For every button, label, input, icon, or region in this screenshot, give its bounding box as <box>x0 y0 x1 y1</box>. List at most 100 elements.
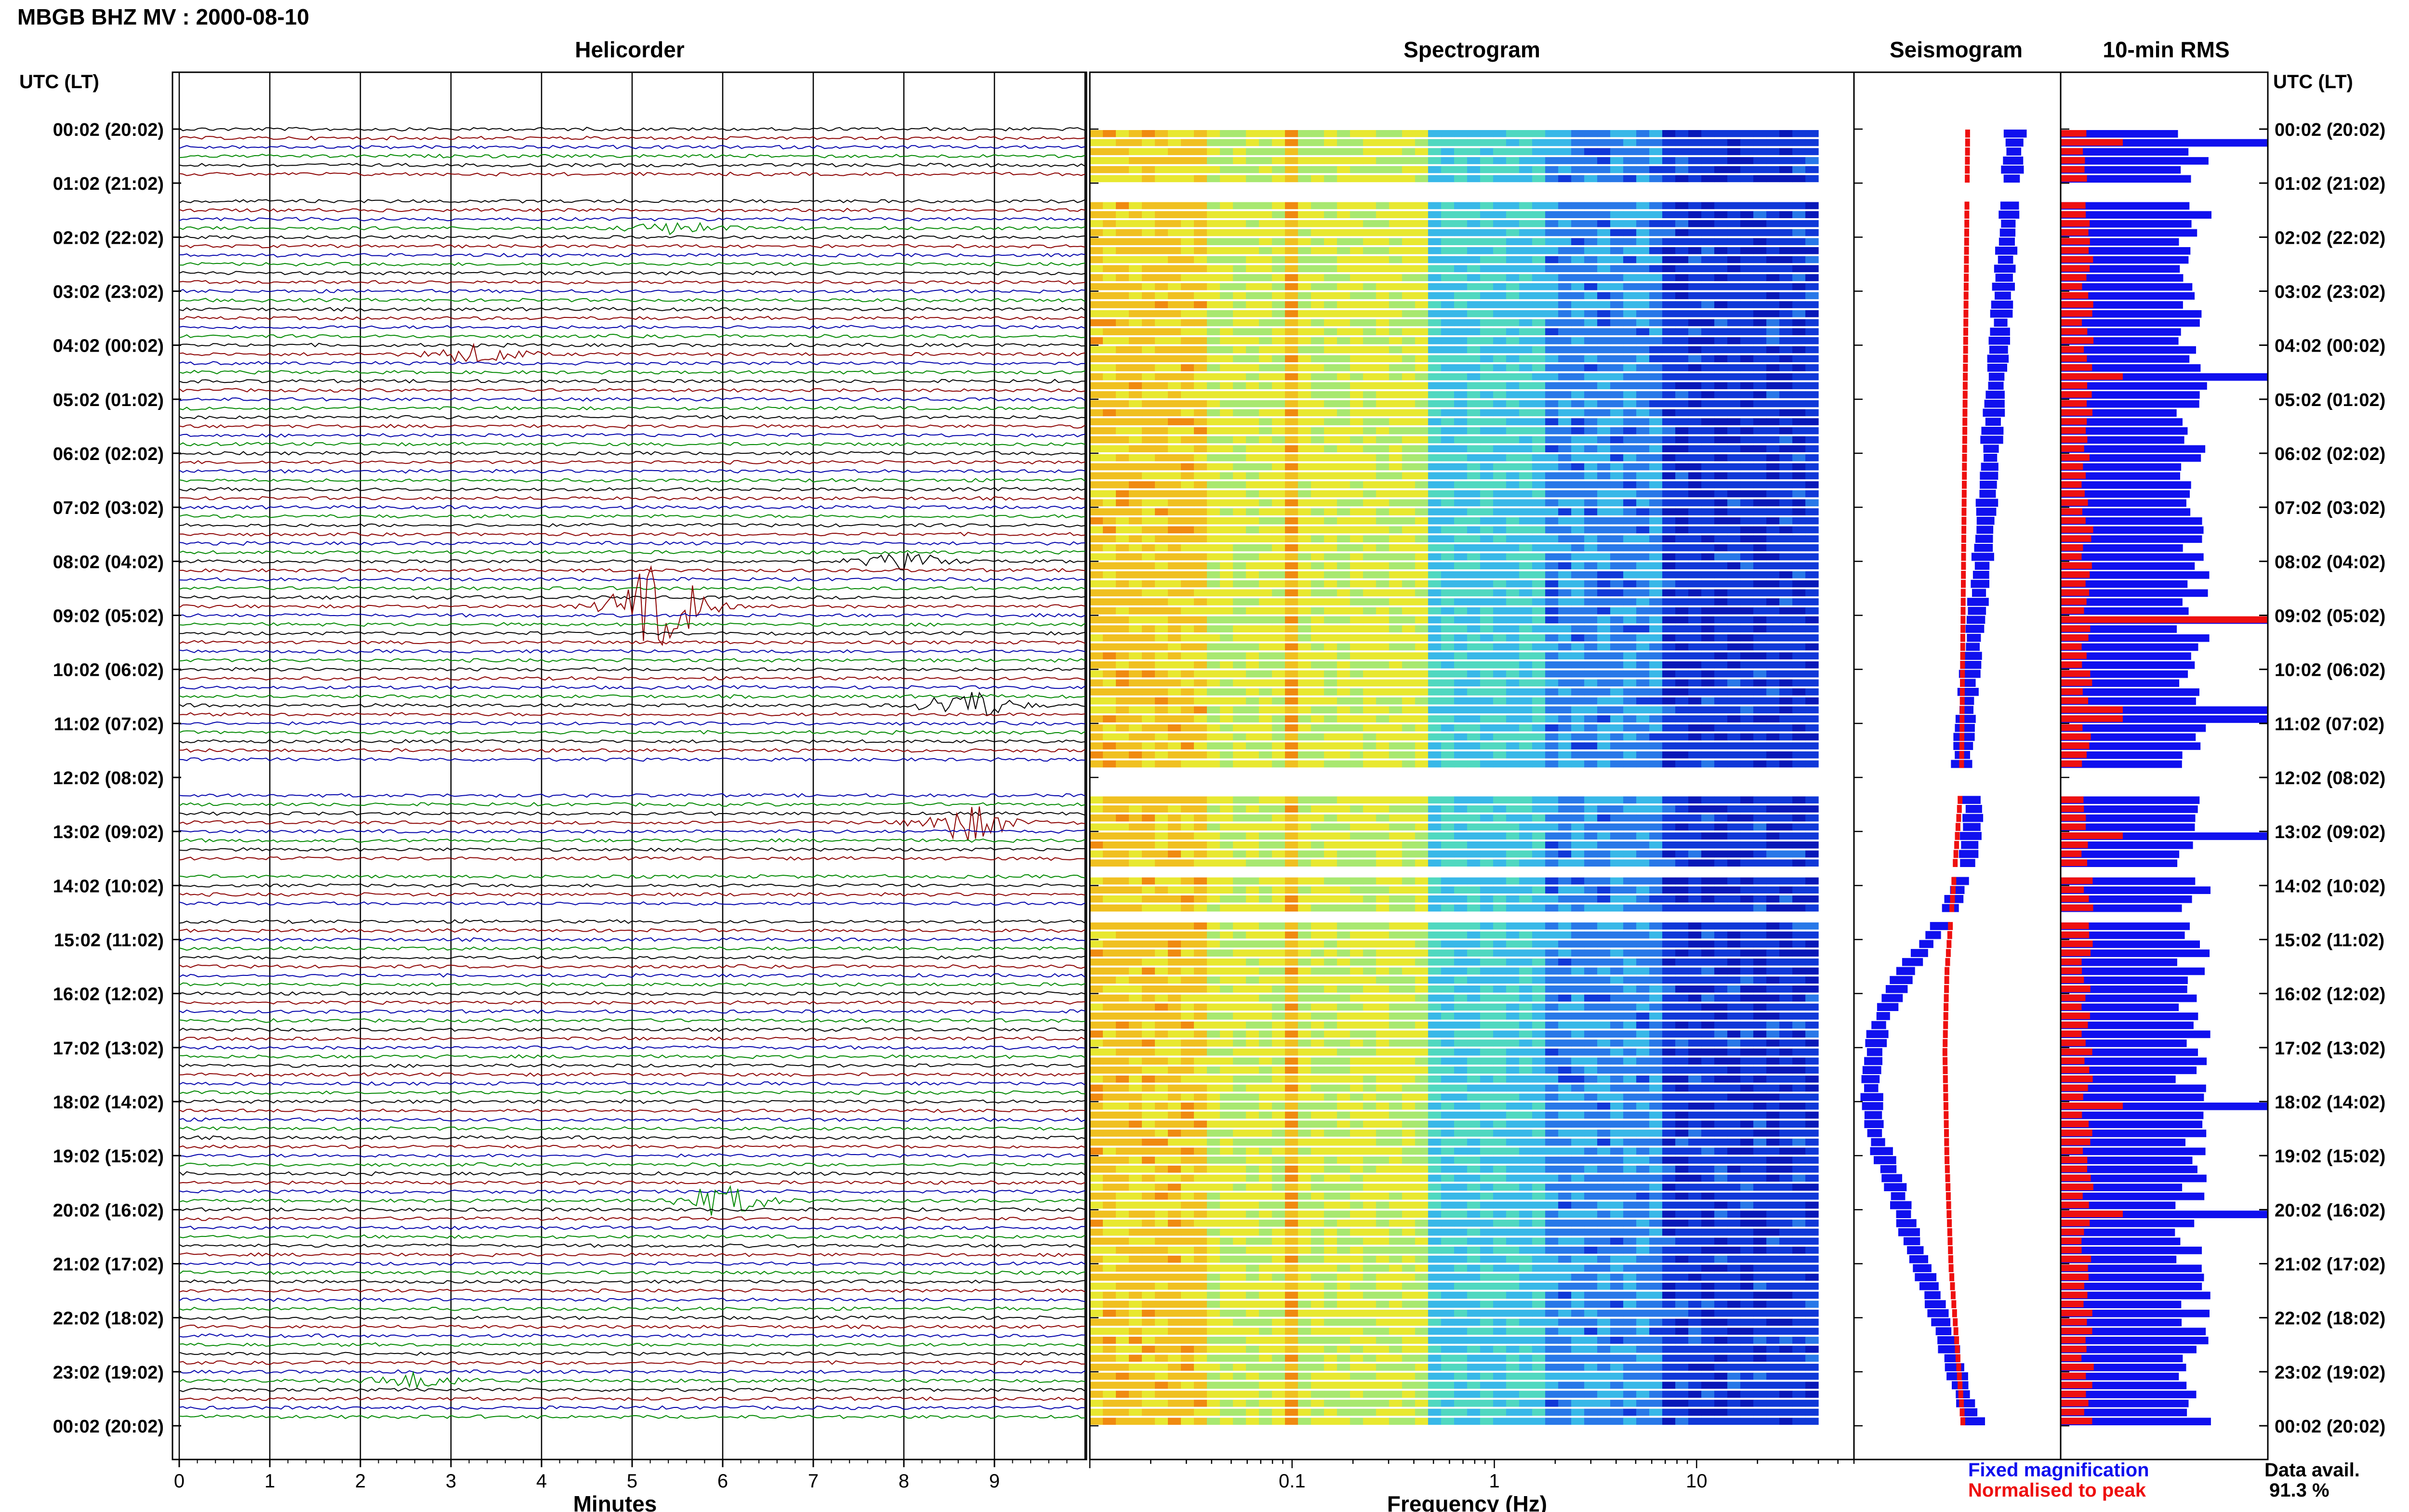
spectrogram-cell <box>1428 319 1442 327</box>
spectrogram-cell <box>1649 418 1663 425</box>
spectrogram-cell <box>1402 814 1416 822</box>
spectrogram-cell <box>1649 940 1663 948</box>
spectrogram-cell <box>1415 895 1429 903</box>
spectrogram-cell <box>1363 607 1377 615</box>
spectrogram-cell <box>1103 688 1116 696</box>
spectrogram-cell <box>1350 364 1363 371</box>
spectrogram-cell <box>1181 805 1194 813</box>
spectrogram-cell <box>1090 283 1103 290</box>
spectrogram-cell <box>1350 373 1363 381</box>
spectrogram-cell <box>1688 364 1702 371</box>
spectrogram-cell <box>1636 904 1650 912</box>
spectrogram-cell <box>1272 328 1285 335</box>
spectrogram-cell <box>1233 508 1246 515</box>
spectrogram-cell <box>1805 139 1819 146</box>
spectrogram-cell <box>1753 166 1767 173</box>
spectrogram-cell <box>1558 130 1572 137</box>
spectrogram-cell <box>1285 751 1298 759</box>
spectrogram-cell <box>1584 463 1598 471</box>
spectrogram-cell <box>1324 940 1337 948</box>
spectrogram-cell <box>1610 211 1624 218</box>
spectrogram-cell <box>1246 481 1259 488</box>
spectrogram-cell <box>1350 625 1363 632</box>
spectrogram-cell <box>1298 544 1311 552</box>
spectrogram-cell <box>1662 625 1676 632</box>
spectrogram-cell <box>1545 796 1559 804</box>
spectrogram-cell <box>1558 418 1572 425</box>
spectrogram-cell <box>1168 391 1181 398</box>
spectrogram-cell <box>1116 571 1129 579</box>
spectrogram-cell <box>1441 382 1455 390</box>
spectrogram-cell <box>1298 355 1311 363</box>
spectrogram-cell <box>1259 661 1272 669</box>
spectrogram-cell <box>1701 805 1715 813</box>
spectrogram-cell <box>1675 949 1689 957</box>
spectrogram-cell <box>1714 337 1728 344</box>
spectrogram-cell <box>1493 292 1507 300</box>
spectrogram-cell <box>1116 832 1129 840</box>
spectrogram-cell <box>1805 337 1819 344</box>
spectrogram-cell <box>1272 481 1285 488</box>
spectrogram-cell <box>1480 832 1494 840</box>
spectrogram-cell <box>1558 139 1572 146</box>
spectrogram-cell <box>1103 805 1116 813</box>
spectrogram-cell <box>1792 256 1806 263</box>
spectrogram-cell <box>1480 328 1494 335</box>
spectrogram-cell <box>1337 229 1350 237</box>
spectrogram-cell <box>1155 634 1168 642</box>
spectrogram-cell <box>1727 670 1741 678</box>
spectrogram-cell <box>1610 832 1624 840</box>
spectrogram-cell <box>1259 958 1272 966</box>
spectrogram-cell <box>1584 391 1598 398</box>
spectrogram-cell <box>1623 742 1637 749</box>
spectrogram-cell <box>1662 238 1676 245</box>
spectrogram-cell <box>1363 859 1377 867</box>
spectrogram-cell <box>1779 544 1793 552</box>
spectrogram-cell <box>1688 733 1702 741</box>
spectrogram-cell <box>1636 850 1650 858</box>
spectrogram-cell <box>1402 490 1416 498</box>
spectrogram-cell <box>1805 373 1819 381</box>
spectrogram-cell <box>1220 301 1233 308</box>
spectrogram-cell <box>1259 130 1272 137</box>
spectrogram-cell <box>1558 526 1572 534</box>
spectrogram-cell <box>1740 553 1754 561</box>
spectrogram-cell <box>1116 472 1129 480</box>
spectrogram-cell <box>1207 301 1220 308</box>
spectrogram-cell <box>1181 373 1194 381</box>
spectrogram-cell <box>1194 310 1207 317</box>
spectrogram-cell <box>1493 310 1507 317</box>
spectrogram-cell <box>1168 562 1181 569</box>
spectrogram-cell <box>1311 454 1324 461</box>
spectrogram-cell <box>1701 481 1715 488</box>
spectrogram-cell <box>1259 562 1272 569</box>
spectrogram-cell <box>1675 688 1689 696</box>
helicorder-trace <box>179 469 1085 474</box>
spectrogram-cell <box>1298 499 1311 507</box>
spectrogram-cell <box>1376 697 1390 705</box>
spectrogram-cell <box>1792 490 1806 498</box>
spectrogram-cell <box>1519 274 1533 281</box>
spectrogram-cell <box>1441 256 1455 263</box>
spectrogram-cell <box>1155 823 1168 831</box>
spectrogram-cell <box>1311 841 1324 849</box>
spectrogram-cell <box>1519 886 1533 894</box>
spectrogram-cell <box>1363 328 1377 335</box>
spectrogram-cell <box>1662 949 1676 957</box>
spectrogram-cell <box>1350 661 1363 669</box>
spectrogram-cell <box>1753 337 1767 344</box>
spectrogram-cell <box>1571 175 1585 183</box>
spectrogram-cell <box>1480 607 1494 615</box>
spectrogram-cell <box>1103 967 1116 975</box>
spectrogram-cell <box>1610 346 1624 354</box>
spectrogram-cell <box>1350 391 1363 398</box>
spectrogram-cell <box>1753 598 1767 605</box>
spectrogram-cell <box>1155 526 1168 534</box>
spectrogram-cell <box>1766 526 1780 534</box>
spectrogram-cell <box>1129 400 1142 408</box>
spectrogram-cell <box>1272 922 1285 930</box>
spectrogram-cell <box>1376 616 1390 624</box>
spectrogram-cell <box>1246 337 1259 344</box>
spectrogram-cell <box>1480 850 1494 858</box>
spectrogram-cell <box>1259 931 1272 939</box>
